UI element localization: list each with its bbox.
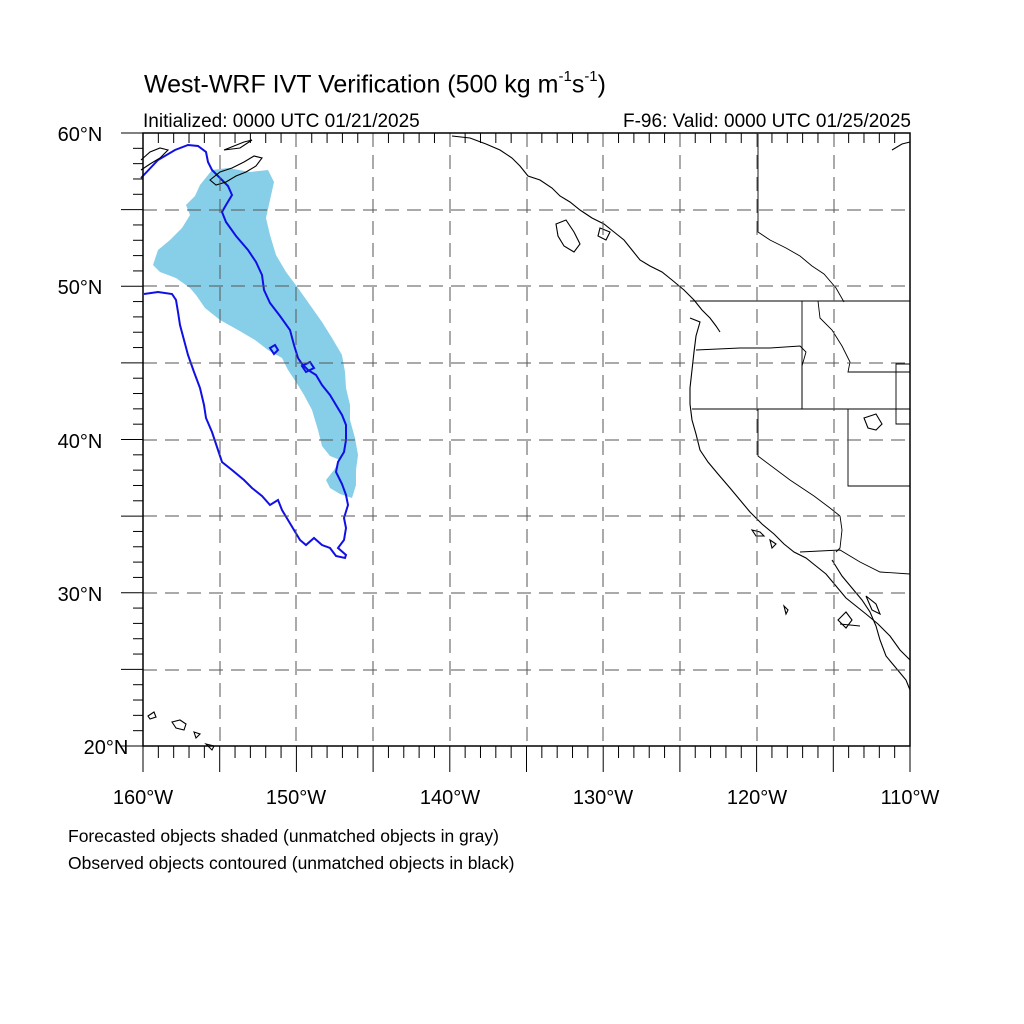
legend-forecast: Forecasted objects shaded (unmatched obj… <box>68 826 499 846</box>
political-borders <box>690 134 911 627</box>
gridlines <box>143 133 910 746</box>
legend-observed: Observed objects contoured (unmatched ob… <box>68 853 515 873</box>
observed-contour-main <box>140 143 350 560</box>
chart-title: West-WRF IVT Verification (500 kg m-1s-1… <box>144 68 606 99</box>
lon-label-160w: 160°W <box>113 787 173 809</box>
coastlines <box>140 135 911 751</box>
lat-label-50: 50°N <box>58 277 103 299</box>
initialized-time: Initialized: 0000 UTC 01/21/2025 <box>143 111 420 132</box>
lon-label-140w: 140°W <box>420 787 480 809</box>
lat-label-20: 20°N <box>84 737 129 759</box>
lon-label-110w: 110°W <box>881 787 940 809</box>
valid-time: F-96: Valid: 0000 UTC 01/25/2025 <box>623 111 911 132</box>
lon-label-120w: 120°W <box>727 787 787 809</box>
lat-label-30: 30°N <box>58 584 103 606</box>
lon-label-130w: 130°W <box>573 787 633 809</box>
lat-label-60: 60°N <box>58 124 103 146</box>
axis-ticks <box>121 132 911 772</box>
lat-axis-labels: 20°N 30°N 40°N 50°N 60°N <box>58 124 129 759</box>
lat-label-40: 40°N <box>58 431 103 453</box>
forecast-object-shade <box>153 168 358 498</box>
lon-label-150w: 150°W <box>266 787 326 809</box>
lon-axis-labels: 160°W 150°W 140°W 130°W 120°W 110°W <box>113 787 940 809</box>
